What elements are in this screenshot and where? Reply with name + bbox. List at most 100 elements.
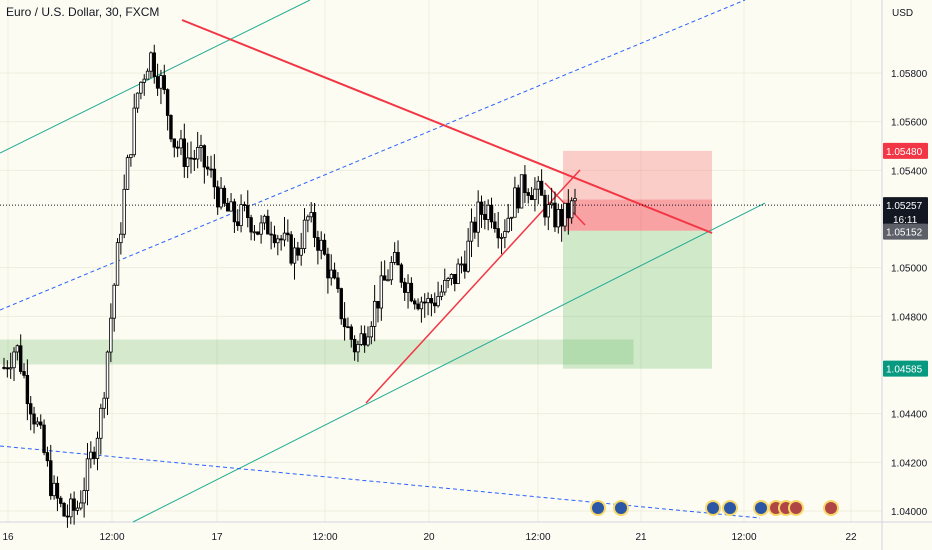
candle-down: [543, 194, 547, 218]
take-profit-zone: [563, 230, 712, 369]
candle-down: [232, 201, 237, 223]
eu-event-icon: [753, 500, 769, 516]
eu-event-icon: [705, 500, 721, 516]
candle-up: [536, 180, 540, 190]
candle-down: [463, 263, 467, 272]
target-price-label-text: 1.04585: [886, 365, 923, 376]
candle-up: [372, 300, 377, 327]
price-tick: 1.05800: [891, 69, 928, 80]
candle-down: [289, 234, 293, 264]
candle-up: [52, 482, 56, 497]
countdown-text: 16:11: [893, 215, 918, 226]
candle-up: [509, 216, 514, 219]
time-tick: 20: [423, 532, 435, 543]
candle-down: [279, 238, 283, 241]
candle-down: [42, 424, 46, 453]
candle-up: [89, 451, 93, 460]
candle-down: [339, 288, 343, 320]
price-tick: 1.05000: [891, 264, 928, 275]
eu-event-icon: [590, 500, 606, 516]
candle-down: [172, 138, 176, 148]
candle-up: [359, 333, 363, 345]
event-flag: [707, 502, 719, 514]
trend-lines: [0, 0, 882, 523]
candle-down: [433, 302, 437, 307]
eu-event-icon: [722, 500, 738, 516]
candle-down: [2, 367, 6, 369]
candle-down: [5, 367, 10, 370]
candle-down: [553, 202, 557, 228]
candle-down: [32, 413, 36, 425]
candle-up: [469, 221, 474, 242]
candle-down: [409, 282, 414, 302]
candle-down: [92, 451, 96, 459]
candle-up: [319, 239, 323, 251]
candle-up: [142, 78, 146, 83]
candle-up: [219, 187, 223, 208]
candle-up: [262, 215, 267, 224]
stop-price-label-text: 1.05480: [886, 147, 923, 158]
candle-down: [362, 333, 367, 346]
candle-up: [276, 238, 280, 244]
stop-price-label-bg: [883, 142, 928, 159]
candle-down: [332, 269, 337, 279]
candle-up: [12, 351, 16, 369]
candle-down: [152, 52, 156, 78]
candle-up: [159, 75, 163, 89]
candle-up: [476, 201, 480, 233]
candle-up: [449, 273, 454, 279]
candle-up: [466, 240, 470, 272]
event-flag: [755, 502, 767, 514]
stop-loss-zone: [563, 150, 712, 231]
candle-up: [556, 209, 561, 228]
candle-down: [182, 138, 187, 167]
candle-up: [112, 284, 116, 319]
candle-down: [209, 168, 213, 171]
candle-down: [473, 221, 477, 233]
candle-up: [15, 345, 20, 353]
time-tick: 17: [211, 532, 223, 543]
time-axis[interactable]: 16 12:00 17 12:00 20 12:00 21 12:00 22: [2, 532, 857, 543]
candle-up: [149, 52, 153, 72]
candle-up: [392, 251, 397, 263]
candle-up: [179, 138, 183, 149]
entry-price-bg: [883, 223, 928, 240]
candle-up: [185, 157, 190, 167]
candle-down: [222, 187, 227, 204]
candle-up: [379, 275, 384, 309]
time-tick: 21: [635, 532, 647, 543]
candle-down: [336, 277, 340, 289]
candle-down: [559, 209, 564, 227]
candle-down: [316, 237, 320, 251]
candle-down: [155, 76, 160, 89]
candle-up: [302, 219, 307, 249]
candle-down: [18, 345, 23, 372]
candle-down: [39, 421, 43, 426]
trade-zones: [0, 150, 712, 369]
candle-down: [226, 202, 230, 212]
candle-up: [309, 212, 313, 218]
price-tick: 1.04200: [891, 458, 928, 469]
candle-down: [242, 204, 247, 206]
economic-events[interactable]: [590, 500, 839, 516]
event-flag: [790, 502, 802, 514]
candle-up: [109, 317, 113, 353]
candles: [2, 44, 577, 528]
candle-down: [202, 145, 207, 168]
price-axis[interactable]: 1.05800 1.05600 1.05400 1.05000 1.04800 1.044…: [891, 69, 928, 518]
candle-up: [329, 269, 333, 279]
candle-up: [533, 188, 537, 200]
candle-down: [65, 515, 70, 518]
candle-down: [216, 186, 220, 208]
candle-up: [102, 397, 106, 409]
candle-up: [122, 188, 126, 235]
event-flag: [724, 502, 736, 514]
time-tick: 12:00: [731, 532, 756, 543]
time-tick: 12:00: [525, 532, 550, 543]
candle-up: [119, 233, 123, 244]
candle-up: [389, 262, 394, 281]
candle-up: [546, 204, 550, 218]
candle-down: [416, 303, 420, 310]
stop-loss-zone-active: [563, 199, 712, 231]
